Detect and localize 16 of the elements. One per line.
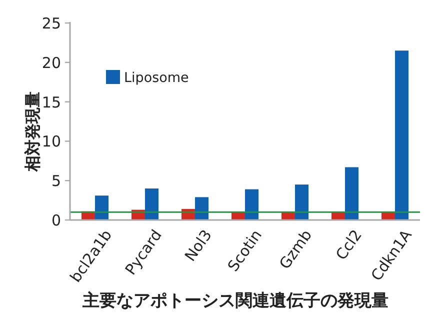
y-tick-label: 25	[42, 14, 61, 32]
bar	[95, 196, 108, 220]
y-tick-label: 5	[51, 172, 61, 190]
y-axis-title: 相対発現量	[23, 92, 42, 172]
text: 主要なアポトーシス関連遺伝子の発現量	[82, 291, 388, 311]
bar	[345, 167, 358, 220]
legend-label: Liposome	[124, 70, 189, 86]
bar	[395, 50, 408, 220]
y-tick-label: 20	[42, 54, 61, 72]
y-tick-label: 15	[42, 93, 61, 112]
y-tick-label: 10	[42, 132, 61, 151]
bar	[245, 189, 258, 220]
y-tick-label: 0	[51, 212, 61, 230]
bar	[145, 188, 158, 220]
bar	[295, 184, 308, 220]
bar	[195, 197, 208, 220]
